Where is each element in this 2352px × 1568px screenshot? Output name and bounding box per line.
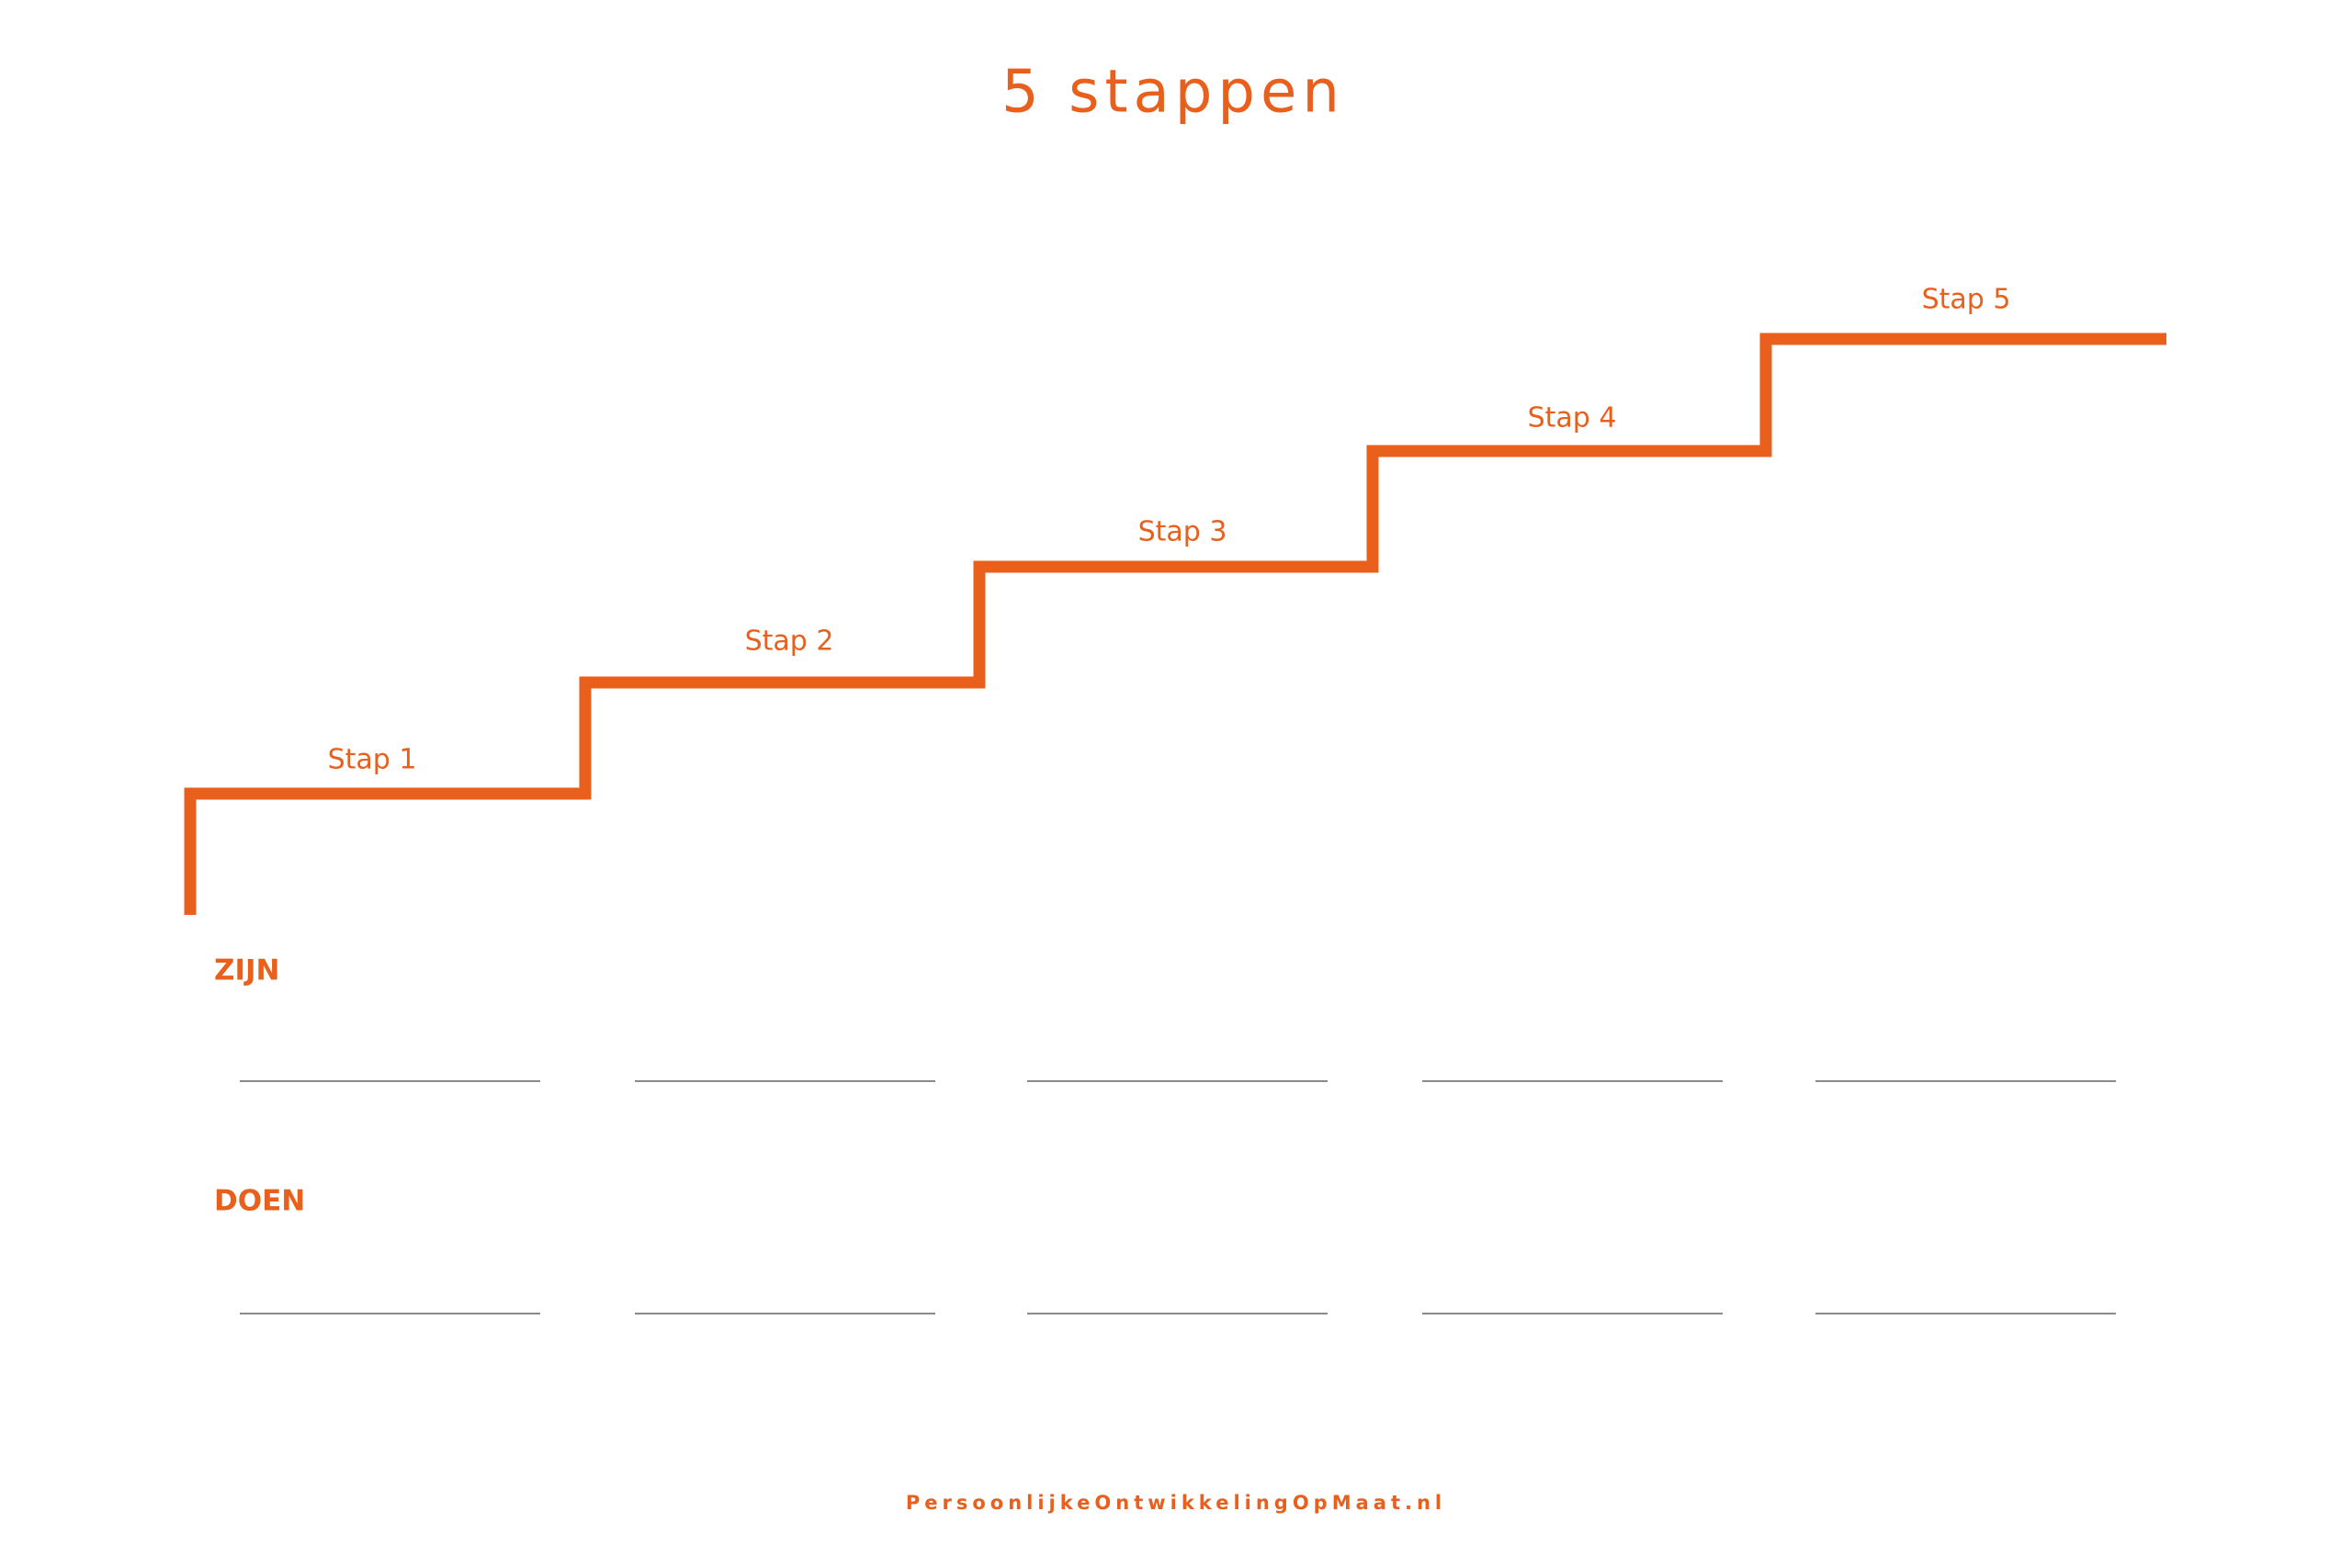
staircase [184, 333, 2166, 915]
step-label: Stap 4 [1528, 402, 1617, 434]
step-label: Stap 5 [1922, 284, 2011, 316]
footer: PersoonlijkeOntwikkelingOpMaat.nl [906, 1492, 1446, 1514]
step-label: Stap 1 [328, 744, 417, 776]
title: 5 stappen [1001, 59, 1345, 127]
step-label: Stap 2 [745, 626, 834, 658]
step-label: Stap 3 [1138, 516, 1227, 548]
row-label: ZIJN [214, 954, 280, 987]
row-label: DOEN [214, 1185, 305, 1218]
